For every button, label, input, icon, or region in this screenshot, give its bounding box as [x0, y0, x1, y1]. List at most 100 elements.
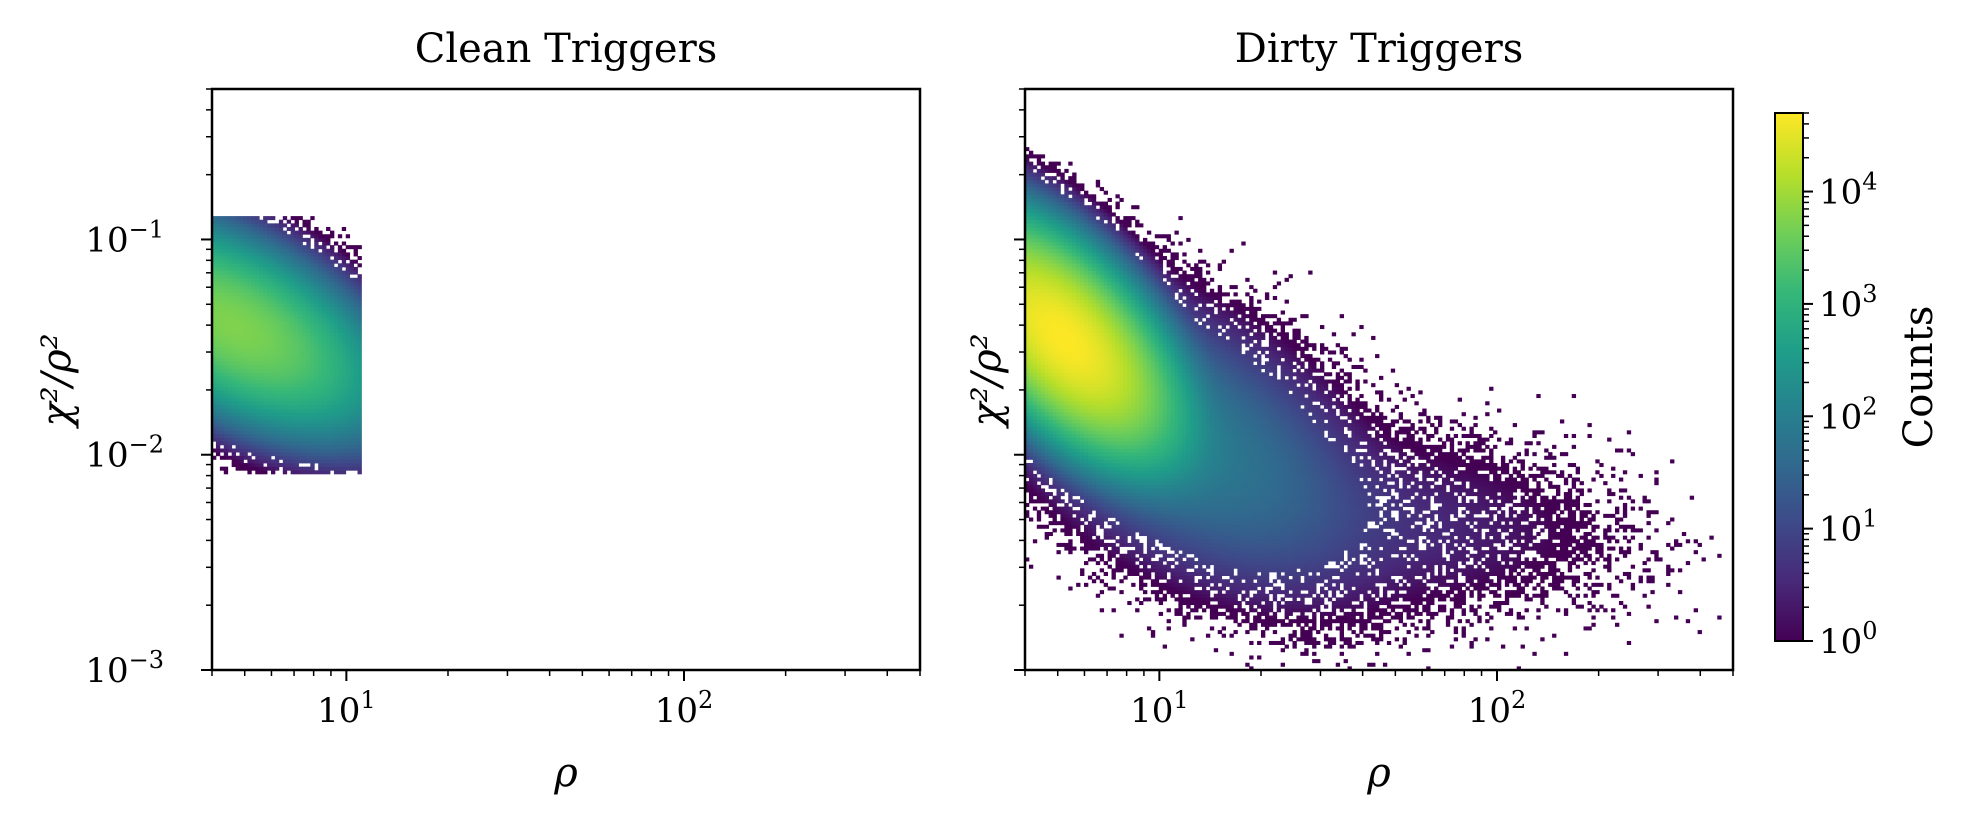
heatmap-cell	[302, 288, 307, 293]
heatmap-cell	[231, 328, 236, 333]
heatmap-cell	[302, 470, 307, 475]
heatmap-cell	[1091, 466, 1097, 471]
heatmap-cell	[1111, 444, 1116, 449]
heatmap-cell	[235, 234, 240, 239]
heatmap-cell	[1076, 390, 1081, 395]
heatmap-cell	[286, 306, 292, 311]
heatmap-cell	[259, 223, 264, 228]
heatmap-cell	[1072, 310, 1077, 315]
heatmap-cell	[231, 266, 236, 271]
heatmap-cell	[298, 364, 303, 369]
heatmap-cell	[1115, 241, 1120, 246]
heatmap-cell	[341, 241, 347, 246]
heatmap-cell	[231, 234, 236, 239]
heatmap-cell	[239, 259, 244, 264]
heatmap-cell	[357, 437, 362, 442]
heatmap-cell	[251, 423, 256, 428]
heatmap-cell	[1084, 444, 1089, 449]
heatmap-cell	[243, 361, 248, 366]
heatmap-cell	[215, 390, 221, 395]
heatmap-cell	[278, 357, 284, 362]
heatmap-cell	[294, 466, 299, 471]
heatmap-cell	[290, 357, 295, 362]
heatmap-cell	[1064, 463, 1069, 468]
heatmap-cell	[223, 350, 229, 355]
heatmap-cell	[1107, 295, 1112, 301]
heatmap-cell	[278, 386, 284, 391]
heatmap-cell	[353, 412, 358, 417]
heatmap-cell	[1048, 285, 1053, 290]
heatmap-cell	[1040, 455, 1046, 460]
heatmap-cell	[1091, 542, 1097, 547]
heatmap-cell	[1080, 441, 1085, 446]
heatmap-cell	[1080, 383, 1085, 388]
heatmap-cell	[1025, 245, 1030, 250]
heatmap-cell	[231, 448, 236, 453]
heatmap-cell	[227, 415, 233, 420]
heatmap-cell	[1103, 433, 1108, 438]
heatmap-cell	[286, 314, 292, 319]
heatmap-cell	[1087, 433, 1093, 438]
heatmap-cell	[1107, 212, 1112, 217]
heatmap-cell	[259, 354, 264, 359]
heatmap-cell	[1084, 394, 1089, 399]
heatmap-cell	[1025, 208, 1030, 213]
heatmap-cell	[294, 288, 299, 293]
heatmap-cell	[1068, 266, 1073, 271]
heatmap-cell	[1032, 419, 1038, 424]
heatmap-cell	[302, 455, 307, 460]
heatmap-cell	[255, 419, 260, 424]
heatmap-cell	[1091, 343, 1097, 348]
heatmap-cell	[235, 343, 240, 348]
heatmap-cell	[357, 314, 362, 319]
heatmap-cell	[1048, 419, 1053, 424]
heatmap-cell	[345, 274, 351, 279]
heatmap-cell	[1028, 397, 1034, 402]
heatmap-cell	[1048, 408, 1053, 413]
heatmap-cell	[1119, 423, 1124, 428]
heatmap-cell	[267, 448, 272, 453]
heatmap-cell	[1080, 390, 1085, 395]
heatmap-cell	[1048, 437, 1053, 442]
heatmap-cell	[227, 277, 233, 282]
heatmap-cell	[286, 256, 292, 261]
heatmap-cell	[1064, 226, 1069, 232]
heatmap-cell	[1107, 444, 1112, 449]
heatmap-cell	[1056, 492, 1061, 497]
heatmap-cell	[1056, 470, 1061, 475]
heatmap-cell	[1060, 415, 1065, 420]
heatmap-cell	[223, 364, 229, 369]
heatmap-cell	[330, 364, 335, 369]
heatmap-cell	[349, 444, 354, 449]
heatmap-cell	[290, 223, 295, 228]
heatmap-cell	[271, 354, 276, 359]
heatmap-cell	[1072, 277, 1077, 282]
heatmap-cell	[235, 383, 240, 388]
heatmap-cell	[1084, 386, 1089, 391]
heatmap-cell	[345, 448, 351, 453]
heatmap-cell	[1103, 190, 1108, 195]
heatmap-cell	[278, 226, 284, 232]
heatmap-cell	[247, 448, 252, 453]
heatmap-cell	[341, 299, 347, 304]
heatmap-cell	[353, 437, 358, 442]
heatmap-cell	[337, 397, 343, 402]
heatmap-cell	[1115, 557, 1120, 562]
heatmap-cell	[1103, 415, 1108, 420]
heatmap-cell	[251, 437, 256, 442]
heatmap-cell	[1107, 473, 1112, 478]
heatmap-cell	[1084, 328, 1089, 333]
heatmap-cell	[1036, 277, 1042, 282]
heatmap-cell	[318, 303, 323, 308]
heatmap-cell	[239, 292, 244, 297]
heatmap-cell	[1107, 277, 1112, 282]
heatmap-cell	[1084, 375, 1089, 380]
heatmap-cell	[227, 237, 233, 242]
heatmap-cell	[1025, 463, 1030, 468]
heatmap-cell	[290, 466, 295, 471]
heatmap-cell	[247, 459, 252, 464]
heatmap-cell	[243, 346, 248, 351]
heatmap-cell	[263, 259, 268, 264]
heatmap-cell	[1111, 459, 1116, 464]
heatmap-cell	[1068, 197, 1073, 202]
